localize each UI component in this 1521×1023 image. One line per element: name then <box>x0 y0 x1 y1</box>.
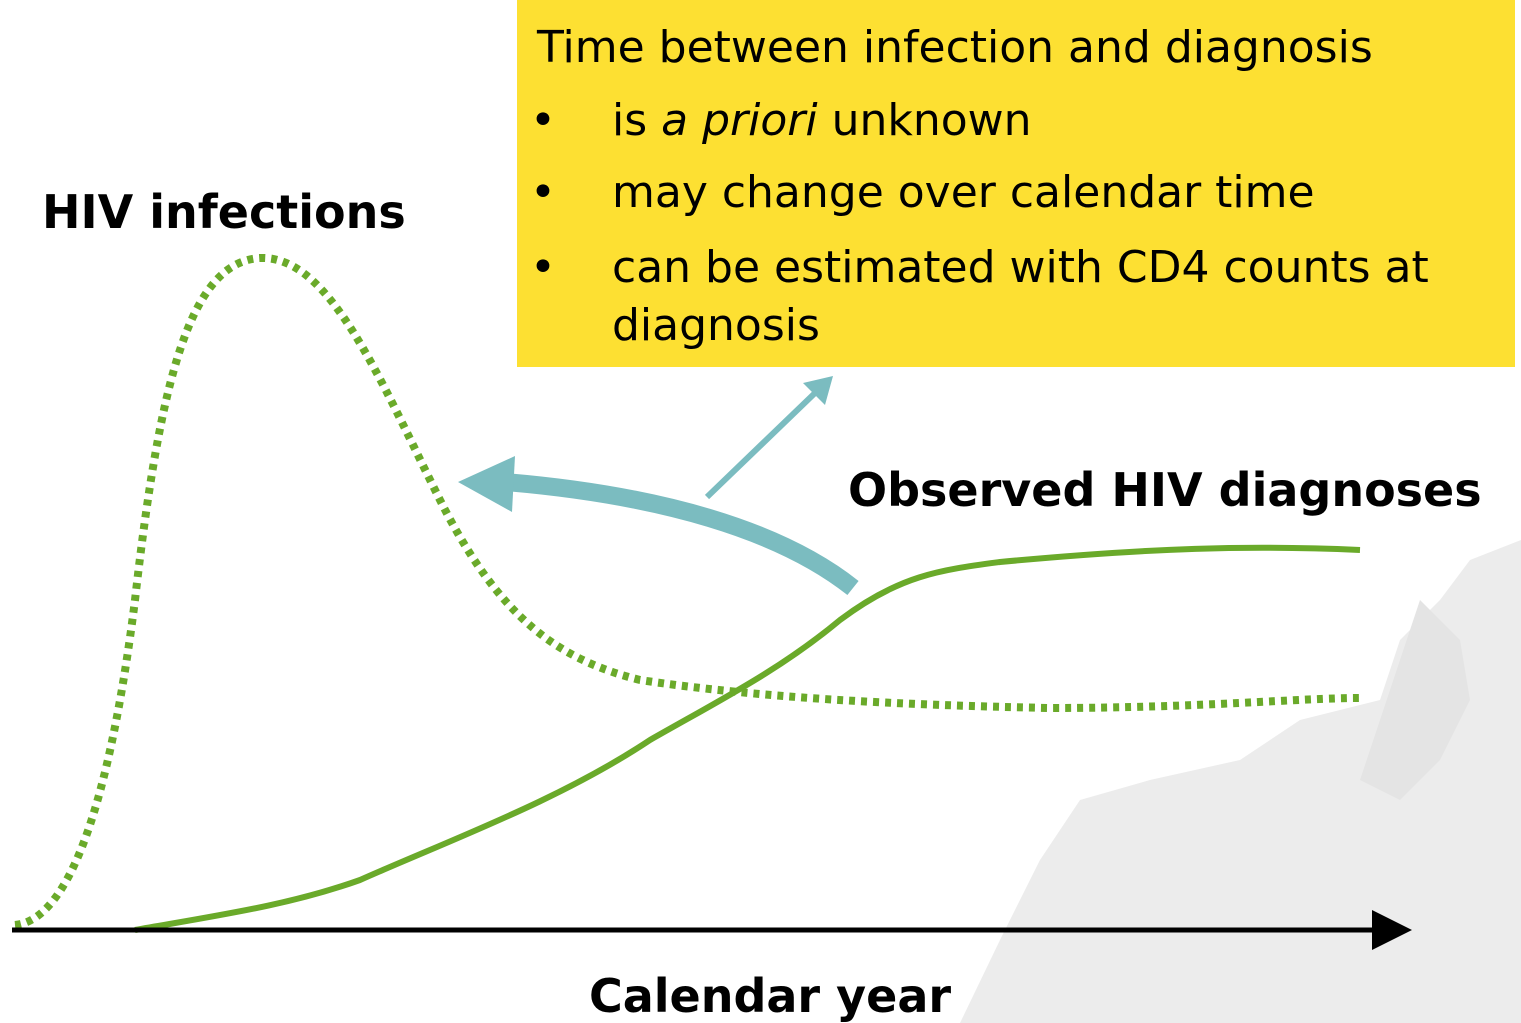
emphasis: a priori <box>661 95 818 146</box>
map-background <box>960 540 1521 1023</box>
bullet-text: is a priori unknown <box>612 95 1032 146</box>
x-axis-label: Calendar year <box>589 969 951 1023</box>
box-arrow <box>704 390 818 500</box>
bullet: • <box>530 95 556 146</box>
infections-label: HIV infections <box>42 185 406 239</box>
diagnoses-label: Observed HIV diagnoses <box>848 463 1482 517</box>
text: is <box>612 95 647 146</box>
bullet: • <box>530 167 556 218</box>
back-arrow-head <box>458 456 515 512</box>
bullet-text: diagnosis <box>612 300 820 351</box>
bullet-text: may change over calendar time <box>612 167 1315 218</box>
map-background <box>1360 600 1470 800</box>
infections-curve <box>14 253 1361 929</box>
diagnoses-curve <box>134 544 1361 933</box>
bullet: • <box>530 242 556 293</box>
box-arrow-head <box>803 376 833 405</box>
info-box <box>517 0 1515 367</box>
bullet-text: can be estimated with CD4 counts at <box>612 242 1429 293</box>
back-arrow <box>504 473 859 596</box>
box-title: Time between infection and diagnosis <box>536 22 1373 73</box>
text: unknown <box>832 95 1032 146</box>
